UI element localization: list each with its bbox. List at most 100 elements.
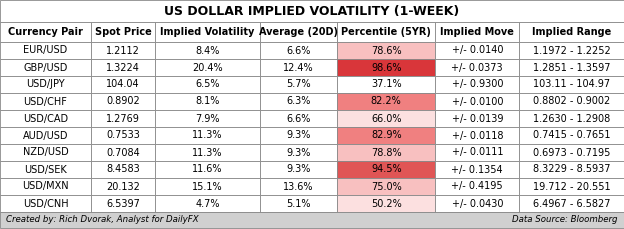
Bar [0, 59, 91, 76]
Bar [91, 42, 155, 59]
Text: 66.0%: 66.0% [371, 114, 401, 123]
Text: +/- 0.9300: +/- 0.9300 [452, 79, 503, 90]
Bar [91, 161, 155, 178]
Bar [91, 110, 155, 127]
Text: 1.3224: 1.3224 [106, 63, 140, 73]
Bar [91, 144, 155, 161]
Bar [260, 161, 338, 178]
Bar [155, 110, 260, 127]
Bar [435, 76, 519, 93]
Text: +/- 0.0430: +/- 0.0430 [452, 199, 503, 208]
Text: 7.9%: 7.9% [195, 114, 220, 123]
Bar [519, 161, 624, 178]
Text: 8.4%: 8.4% [195, 46, 220, 55]
Bar [0, 110, 91, 127]
Bar [435, 42, 519, 59]
Text: 4.7%: 4.7% [195, 199, 220, 208]
Bar [519, 42, 624, 59]
Bar [155, 127, 260, 144]
Bar [91, 22, 155, 42]
Text: 12.4%: 12.4% [283, 63, 314, 73]
Text: 8.1%: 8.1% [195, 96, 220, 106]
Bar [519, 127, 624, 144]
Text: +/- 0.0139: +/- 0.0139 [452, 114, 503, 123]
Bar [155, 178, 260, 195]
Text: 82.2%: 82.2% [371, 96, 402, 106]
Text: USD/CAD: USD/CAD [23, 114, 68, 123]
Text: 11.3%: 11.3% [192, 147, 223, 158]
Text: 94.5%: 94.5% [371, 164, 401, 174]
Text: 98.6%: 98.6% [371, 63, 401, 73]
Bar [260, 144, 338, 161]
Text: 5.1%: 5.1% [286, 199, 311, 208]
Text: 6.5%: 6.5% [195, 79, 220, 90]
Text: 0.6973 - 0.7195: 0.6973 - 0.7195 [533, 147, 610, 158]
Text: +/- 0.0373: +/- 0.0373 [451, 63, 503, 73]
Bar [338, 127, 435, 144]
Bar [435, 144, 519, 161]
Text: 11.6%: 11.6% [192, 164, 223, 174]
Bar [338, 76, 435, 93]
Text: USD/MXN: USD/MXN [22, 182, 69, 191]
Bar [155, 42, 260, 59]
Text: USD/JPY: USD/JPY [26, 79, 65, 90]
Text: 1.2851 - 1.3597: 1.2851 - 1.3597 [533, 63, 610, 73]
Bar [260, 22, 338, 42]
Text: Implied Move: Implied Move [441, 27, 514, 37]
Bar [260, 59, 338, 76]
Bar [91, 93, 155, 110]
Bar [519, 110, 624, 127]
Bar [91, 76, 155, 93]
Text: USD/SEK: USD/SEK [24, 164, 67, 174]
Text: 6.4967 - 6.5827: 6.4967 - 6.5827 [533, 199, 610, 208]
Bar [338, 42, 435, 59]
Text: 0.8802 - 0.9002: 0.8802 - 0.9002 [533, 96, 610, 106]
Text: 6.3%: 6.3% [286, 96, 311, 106]
Text: 6.5397: 6.5397 [106, 199, 140, 208]
Text: 1.2112: 1.2112 [106, 46, 140, 55]
Bar [435, 22, 519, 42]
Bar [338, 144, 435, 161]
Text: 9.3%: 9.3% [286, 147, 311, 158]
Text: 1.2769: 1.2769 [106, 114, 140, 123]
Text: 9.3%: 9.3% [286, 131, 311, 141]
Text: +/- 0.0118: +/- 0.0118 [452, 131, 503, 141]
Bar [91, 195, 155, 212]
Text: 8.4583: 8.4583 [106, 164, 140, 174]
Text: 19.712 - 20.551: 19.712 - 20.551 [533, 182, 610, 191]
Text: +/- 0.0111: +/- 0.0111 [452, 147, 503, 158]
Bar [155, 22, 260, 42]
Text: USD/CNH: USD/CNH [22, 199, 69, 208]
Text: Spot Price: Spot Price [95, 27, 152, 37]
Text: Percentile (5YR): Percentile (5YR) [341, 27, 431, 37]
Bar [0, 144, 91, 161]
Text: 82.9%: 82.9% [371, 131, 401, 141]
Bar [519, 59, 624, 76]
Bar [338, 59, 435, 76]
Text: 9.3%: 9.3% [286, 164, 311, 174]
Text: EUR/USD: EUR/USD [24, 46, 67, 55]
Bar [519, 178, 624, 195]
Bar [155, 144, 260, 161]
Bar [338, 110, 435, 127]
Text: 6.6%: 6.6% [286, 46, 311, 55]
Bar [260, 93, 338, 110]
Bar [0, 0, 624, 22]
Bar [155, 76, 260, 93]
Bar [519, 144, 624, 161]
Bar [155, 195, 260, 212]
Bar [338, 195, 435, 212]
Bar [519, 76, 624, 93]
Text: Implied Range: Implied Range [532, 27, 612, 37]
Bar [435, 93, 519, 110]
Bar [260, 195, 338, 212]
Bar [435, 178, 519, 195]
Text: Average (20D): Average (20D) [259, 27, 338, 37]
Bar [338, 93, 435, 110]
Bar [260, 42, 338, 59]
Text: Created by: Rich Dvorak, Analyst for DailyFX: Created by: Rich Dvorak, Analyst for Dai… [6, 215, 199, 224]
Bar [519, 195, 624, 212]
Bar [0, 127, 91, 144]
Text: 15.1%: 15.1% [192, 182, 223, 191]
Text: +/- 0.0140: +/- 0.0140 [452, 46, 503, 55]
